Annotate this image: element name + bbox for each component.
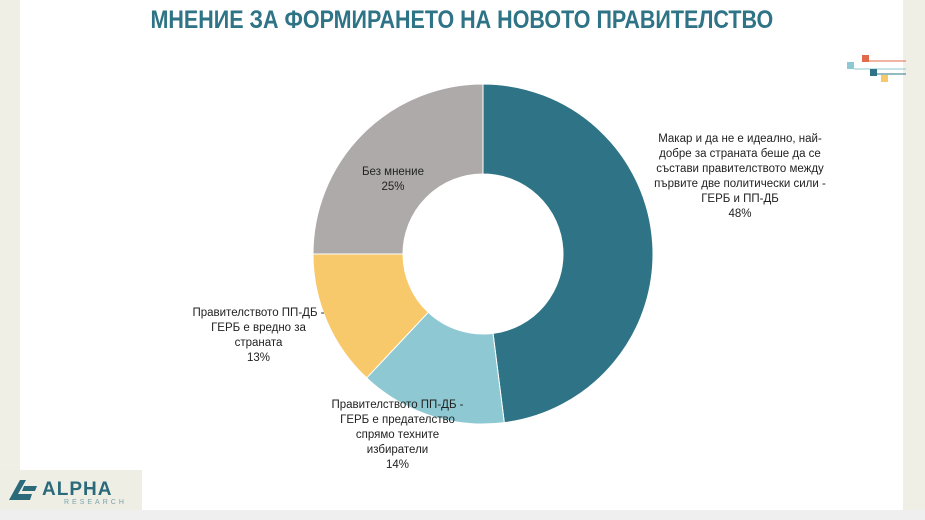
decorative-squares-icon: [847, 55, 906, 82]
alpha-logo-icon: [9, 480, 37, 500]
label-slice-2-text: Правителството ПП-ДБ - ГЕРБ е вредно за …: [192, 307, 325, 349]
label-slice-3: Без мнение 25%: [348, 150, 438, 210]
chart-title: МНЕНИЕ ЗА ФОРМИРАНЕТО НА НОВОТО ПРАВИТЕЛ…: [150, 6, 774, 34]
frame-left: [0, 0, 20, 510]
label-slice-1-value: 14%: [385, 459, 410, 471]
frame-bottom: [0, 510, 925, 520]
brand-name: ALPHA: [42, 479, 113, 500]
label-slice-0-text: Макар и да не е идеално, най-добре за ст…: [654, 133, 826, 205]
donut-slice-3: [312, 83, 484, 255]
label-slice-0: Макар и да не е идеално, най-добре за ст…: [645, 117, 835, 237]
label-slice-2: Правителството ПП-ДБ - ГЕРБ е вредно за …: [186, 291, 331, 381]
label-slice-1: Правителството ПП-ДБ - ГЕРБ е предателст…: [325, 383, 470, 488]
label-slice-2-value: 13%: [246, 352, 271, 364]
label-slice-0-value: 48%: [728, 208, 752, 220]
label-slice-3-value: 25%: [381, 181, 405, 193]
label-slice-1-text: Правителството ПП-ДБ - ГЕРБ е предателст…: [331, 399, 464, 456]
donut-slice-0: [482, 83, 654, 424]
frame-right: [903, 0, 925, 510]
label-slice-3-text: Без мнение: [362, 166, 424, 178]
brand-logo: ALPHA RESEARCH: [0, 470, 142, 510]
brand-sub: RESEARCH: [64, 499, 127, 506]
